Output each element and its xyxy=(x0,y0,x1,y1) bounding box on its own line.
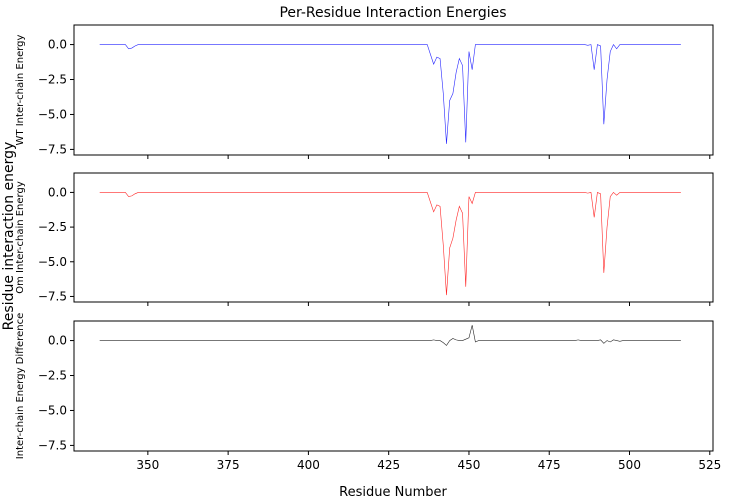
y-tick-label: 0.0 xyxy=(48,38,67,52)
y-tick-label: 0.0 xyxy=(48,334,67,348)
y-tick-label: −2.5 xyxy=(38,73,67,87)
series-line xyxy=(99,43,681,144)
panel-y-axis-label: Om Inter-chain Energy xyxy=(15,181,26,294)
y-tick-label: 0.0 xyxy=(48,185,67,199)
shared-y-axis-label: Residue interaction energy xyxy=(1,142,17,331)
x-tick-label: 350 xyxy=(136,458,159,472)
y-tick-label: −7.5 xyxy=(38,289,67,303)
y-tick-label: −2.5 xyxy=(38,369,67,383)
panel-y-axis-label: Inter-chain Energy Difference xyxy=(15,313,26,459)
x-tick-label: 475 xyxy=(538,458,561,472)
series-line xyxy=(99,325,681,346)
panel-y-axis-label: WT Inter-chain Energy xyxy=(15,34,26,145)
x-tick-label: 425 xyxy=(377,458,400,472)
y-tick-label: −5.0 xyxy=(38,403,67,417)
y-tick-label: −5.0 xyxy=(38,255,67,269)
x-tick-label: 400 xyxy=(297,458,320,472)
y-tick-label: −2.5 xyxy=(38,220,67,234)
panel-1: 0.0 −2.5 −5.0 −7.5 WT Inter-chain Energy xyxy=(15,24,714,159)
x-axis-label: Residue Number xyxy=(339,485,447,500)
panel-frame xyxy=(73,172,714,303)
x-tick-label: 375 xyxy=(217,458,240,472)
panel-2: 0.0 −2.5 −5.0 −7.5 Om Inter-chain Energy xyxy=(15,172,714,306)
y-tick-label: −7.5 xyxy=(38,142,67,156)
chart-title: Per-Residue Interaction Energies xyxy=(279,5,506,21)
x-tick-label: 450 xyxy=(458,458,481,472)
panel-3: 0.0 −2.5 −5.0 −7.5 350 375 400 425 450 475 500 525 I… xyxy=(15,313,721,472)
y-tick-label: −5.0 xyxy=(38,107,67,121)
panels-group: 0.0 −2.5 −5.0 −7.5 WT Inter-chain Energy 0.0 −… xyxy=(15,24,721,472)
series-line xyxy=(99,191,681,296)
x-tick-label: 525 xyxy=(698,458,721,472)
x-tick-label: 500 xyxy=(618,458,641,472)
y-tick-label: −7.5 xyxy=(38,438,67,452)
panel-frame xyxy=(73,320,714,452)
panel-frame xyxy=(73,24,714,156)
